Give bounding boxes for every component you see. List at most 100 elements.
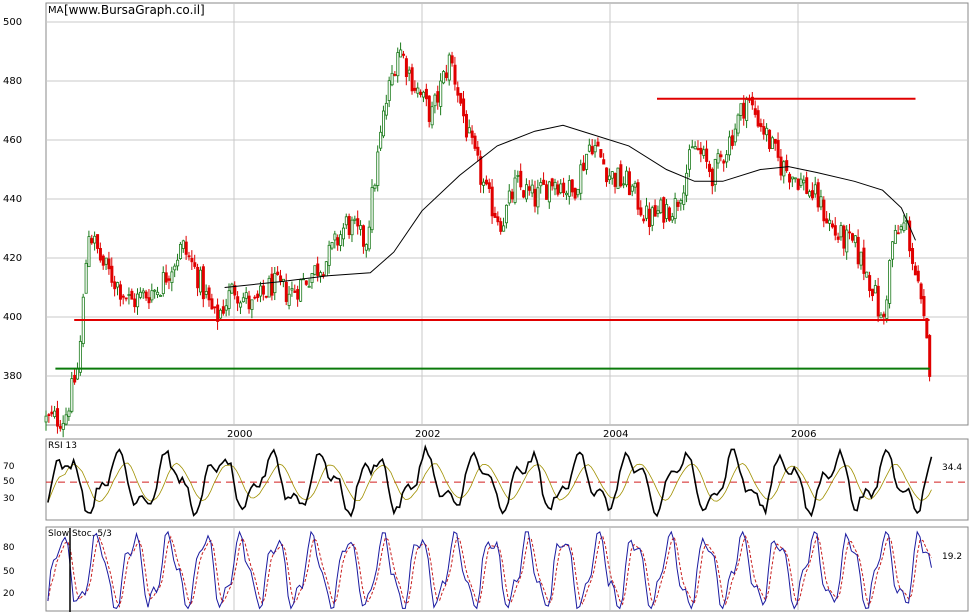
candle-body [650,207,654,226]
candle-body [293,290,297,293]
candle-body [387,80,391,101]
candle-body [427,95,431,122]
candle-body [530,184,534,194]
candle-body [610,171,614,179]
candle-body [207,287,211,301]
candle-body [799,178,803,186]
candle-body [264,295,268,298]
candle-body [768,129,772,150]
candle-body [416,87,420,94]
candle-body [547,181,551,203]
candle-body [413,87,417,91]
candle-body [559,183,563,194]
candle-body [259,285,263,297]
candle-body [113,281,117,290]
candle-body [825,218,829,224]
candle-body [790,176,794,180]
candle-body [802,179,806,184]
candle-body [533,188,537,207]
candle-body [110,265,114,283]
candle-body [484,179,488,185]
candle-body [788,173,792,183]
candle-body [710,168,714,187]
candle-body [78,341,82,373]
candle-body [336,237,340,246]
candle-body [770,137,774,149]
rsi-last-value: 34.4 [942,463,962,473]
candle-body [696,148,700,150]
candle-body [304,280,308,285]
candle-body [44,415,48,423]
candle-body [150,290,154,301]
stochastic-tick-label: 80 [3,543,15,553]
candle-body [513,177,517,203]
candle-body [891,241,895,260]
candle-body [158,295,162,297]
candle-body [376,151,380,186]
candle-body [913,265,917,276]
price-marks [44,42,932,438]
candle-body [868,275,872,292]
candle-body [70,378,74,412]
candle-body [193,262,197,267]
candle-body [227,290,231,309]
candle-body [556,184,560,195]
candle-body [728,136,732,156]
candle-body [144,291,148,299]
candle-body [390,72,394,86]
candle-body [321,274,325,277]
candle-body [616,167,620,189]
candle-body [739,103,743,116]
candle-body [316,263,320,277]
candle-body [502,225,506,232]
x-tick-label: 2000 [227,429,252,440]
candle-body [399,49,403,58]
candle-body [404,58,408,77]
candle-body [462,98,466,117]
candle-body [433,94,437,107]
candle-body [742,102,746,119]
candle-body [370,187,374,231]
candle-body [287,293,291,306]
candle-body [439,80,443,107]
candle-body [587,144,591,152]
rsi-panel-label: RSI 13 [48,441,77,451]
candle-body [204,291,208,295]
candle-body [104,257,108,265]
candle-body [504,204,508,224]
candle-body [250,299,254,310]
candle-body [682,192,686,205]
candle-body [522,190,526,198]
candle-body [896,232,900,235]
candle-body [396,52,400,77]
candle-body [276,271,280,275]
candle-body [776,140,780,158]
candle-body [107,258,111,270]
candle-body [67,410,71,417]
candle-body [173,265,177,271]
candle-body [676,201,680,207]
candle-body [525,184,529,200]
moving-average-line [224,124,916,288]
candle-body [101,255,105,266]
candle-body [865,271,869,278]
candle-body [667,207,671,221]
candle-body [161,272,165,294]
candle-body [133,298,137,308]
candle-body [567,180,571,197]
candle-body [850,233,854,241]
stochastic-d-line [47,533,932,608]
candle-body [147,297,151,304]
candle-body [53,410,57,417]
candle-body [722,160,726,164]
candle-body [685,172,689,196]
candle-body [141,290,145,294]
candle-body [536,187,540,208]
candle-body [888,260,892,304]
candle-body [876,285,880,317]
candle-body [296,289,300,300]
candle-body [708,163,712,172]
candle-body [862,247,866,274]
stochastic-panel-label: Slow Stoc. 5/3 [48,529,112,539]
candle-body [470,130,474,138]
